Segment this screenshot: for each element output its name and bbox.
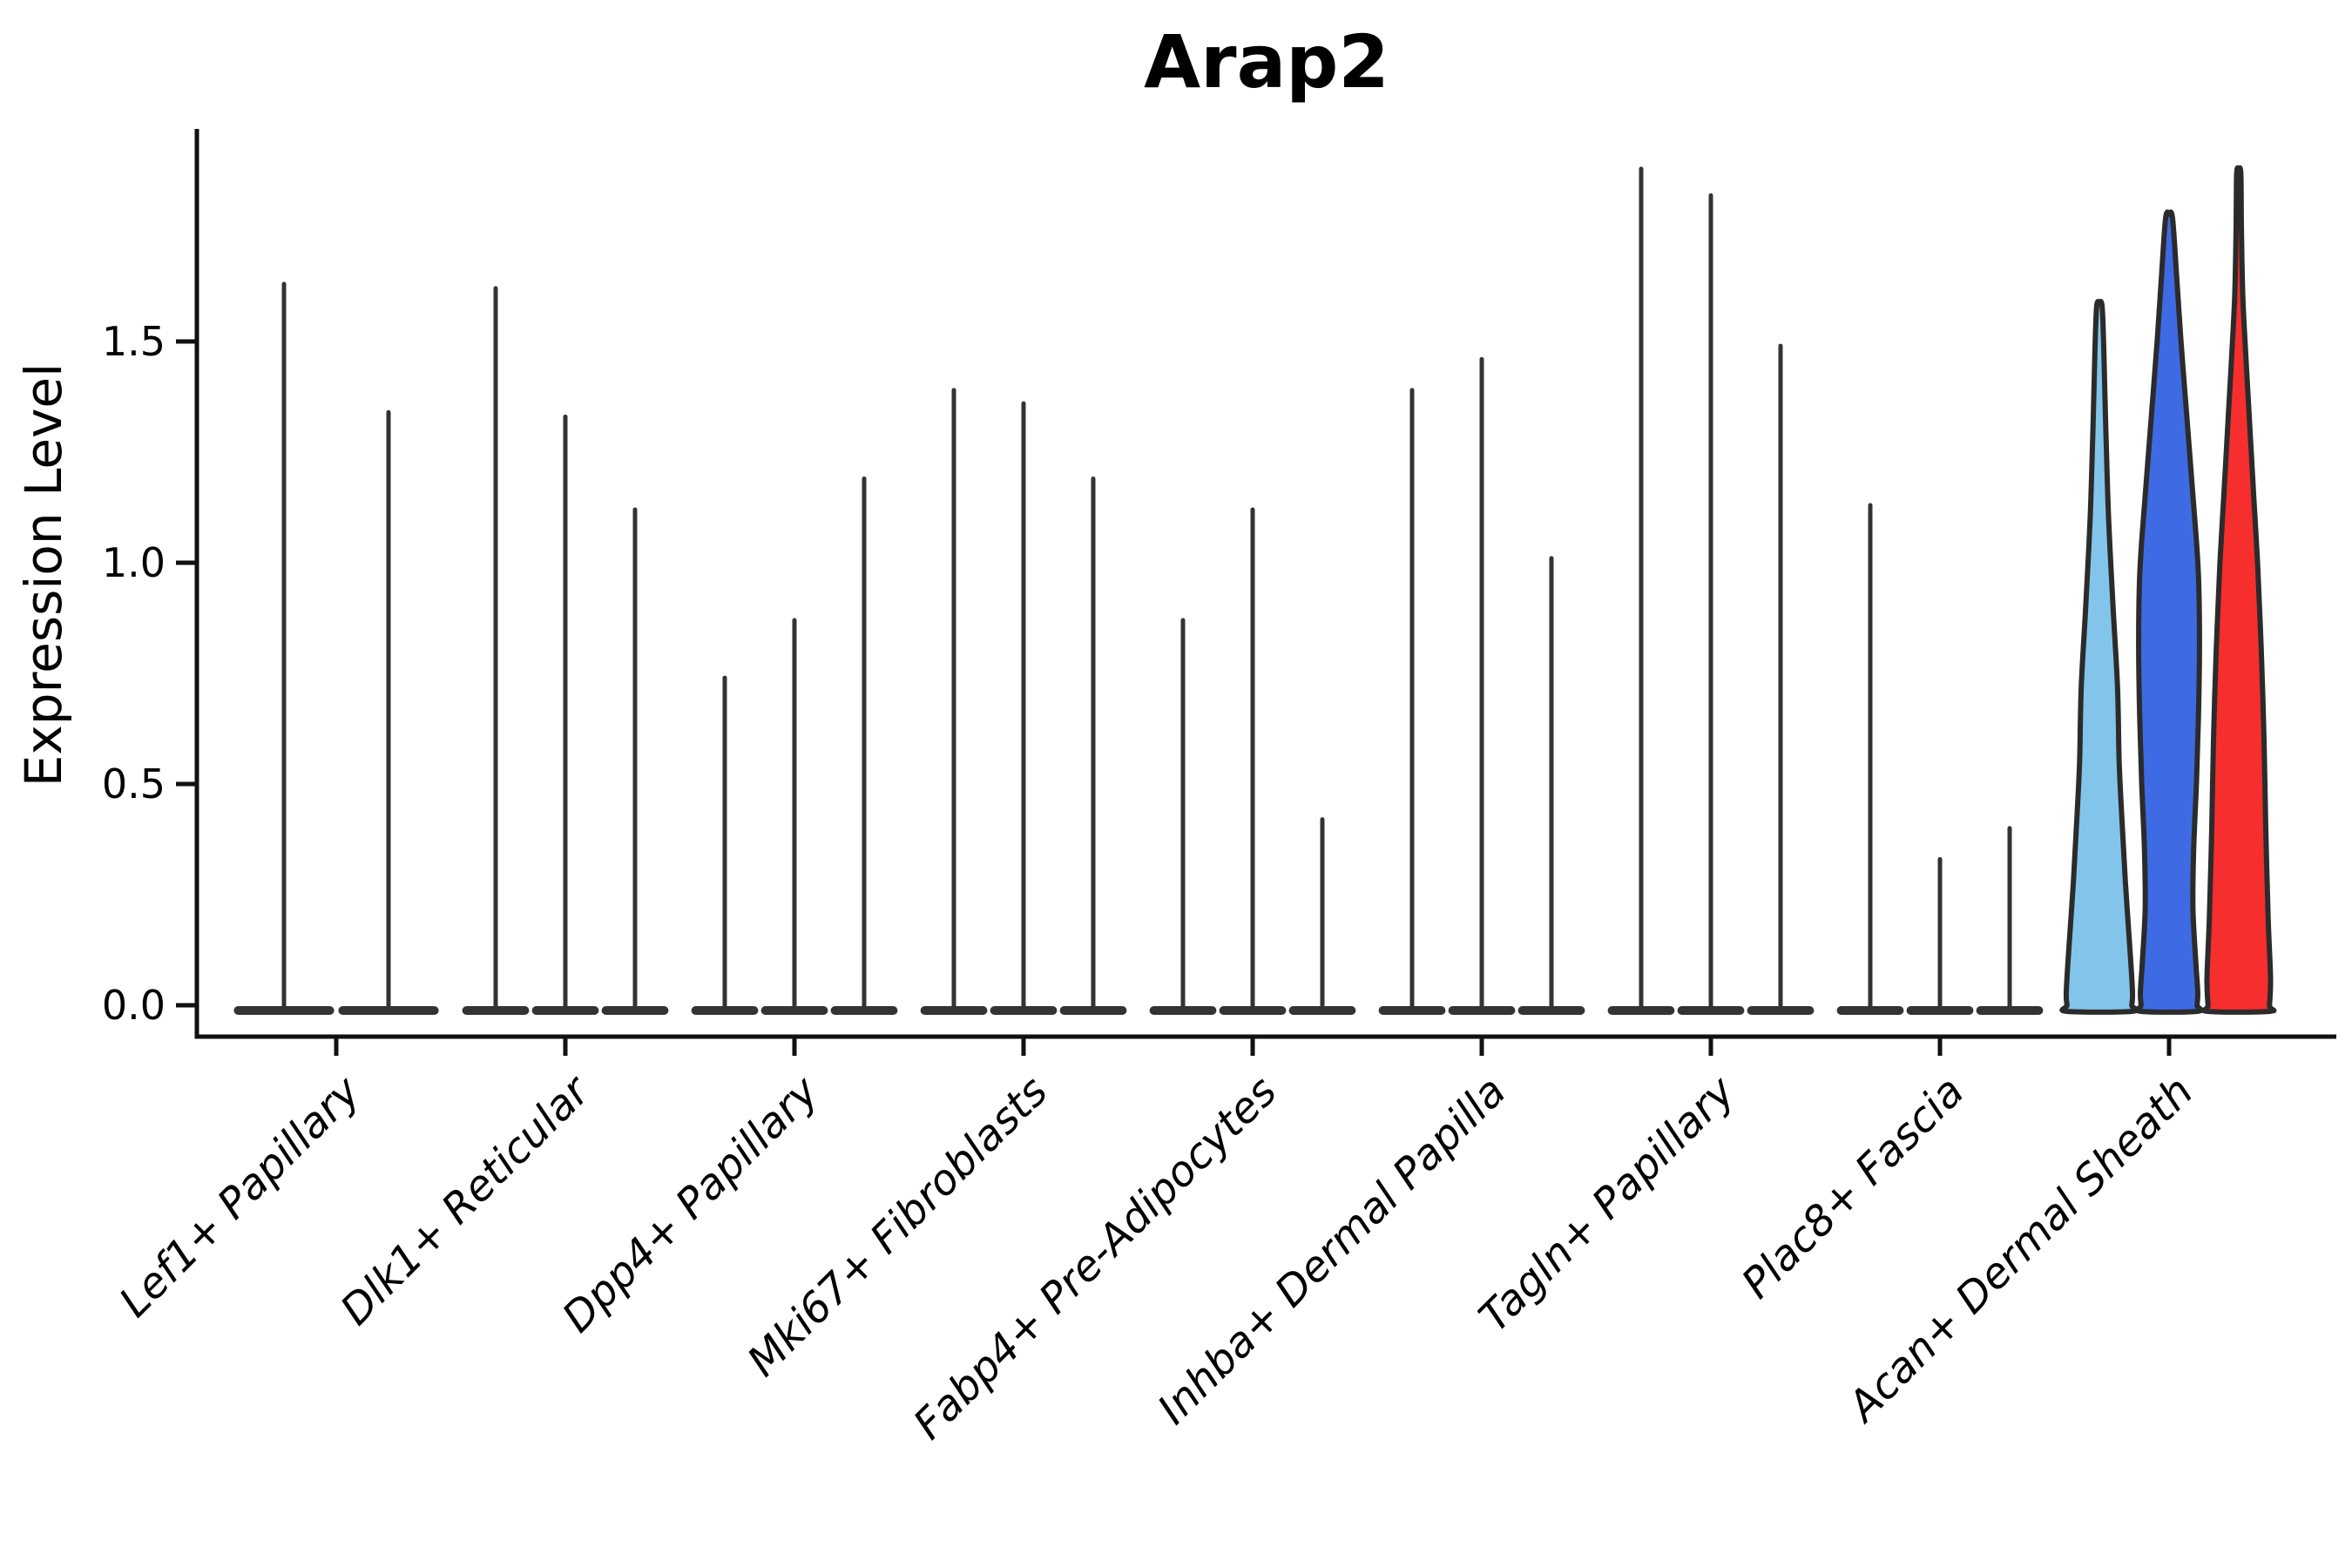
y-tick-label: 1.5 — [102, 318, 166, 365]
y-axis-label: Expression Level — [14, 363, 73, 787]
y-tick-label: 0.0 — [102, 982, 166, 1029]
y-tick-label: 1.0 — [102, 539, 166, 586]
x-tick-label: Tagln+ Papillary — [1470, 1066, 1745, 1342]
violin-filled — [2059, 299, 2139, 1015]
chart-title: Arap2 — [1144, 19, 1389, 105]
x-tick-label: Fabp4+ Pre-Adipocytes — [904, 1067, 1287, 1450]
x-tick-label: Plac8+ Fascia — [1733, 1067, 1974, 1308]
x-tick-label: Dpp4+ Papillary — [553, 1066, 828, 1342]
violin-filled — [2134, 209, 2204, 1015]
x-tick-label: Dlk1+ Reticular — [331, 1065, 601, 1335]
plot-area: Expression Level 0.0 0.5 1.0 1.5 Lef1+ Papill… — [14, 129, 2336, 1449]
violin-filled — [2200, 165, 2277, 1015]
x-tick-label: Lef1+ Papillary — [110, 1066, 370, 1327]
y-tick-label: 0.5 — [102, 760, 166, 808]
